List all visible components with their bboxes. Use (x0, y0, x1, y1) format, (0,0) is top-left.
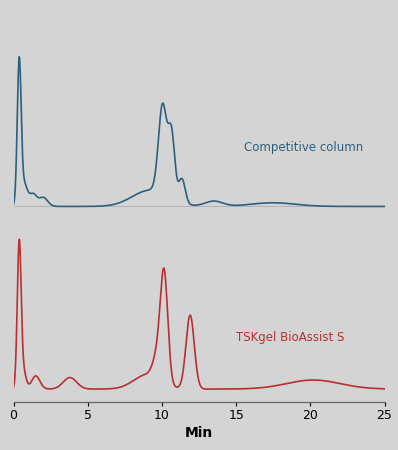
Text: TSKgel BioAssist S: TSKgel BioAssist S (236, 331, 345, 344)
Text: Competitive column: Competitive column (244, 141, 363, 154)
X-axis label: Min: Min (185, 426, 213, 440)
